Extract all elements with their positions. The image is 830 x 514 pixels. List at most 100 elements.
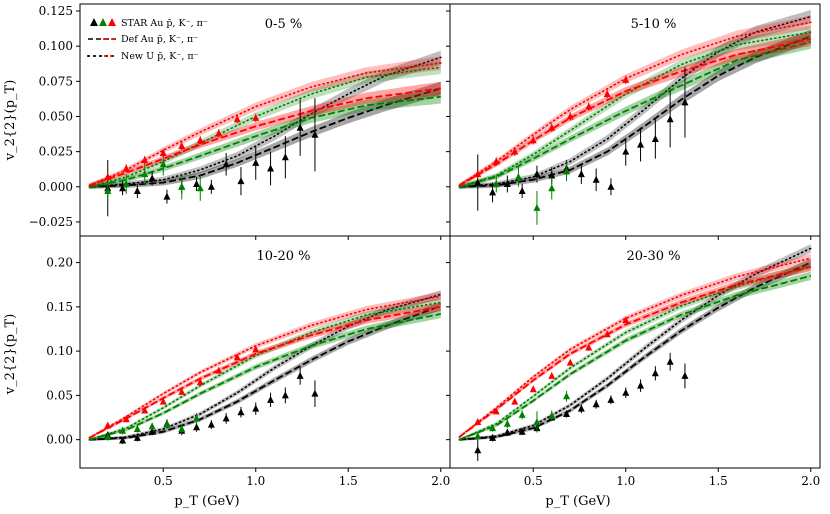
panel-2: 0.5 1.0 1.5 2.0 0.00 0.05 0.10 0.15 0.20 10-20 % [46,235,451,488]
y-tick-label: 0.100 [39,39,73,53]
point-pion [141,156,149,164]
line-def-pion [89,87,441,187]
point-pbar [163,192,171,200]
point-pion [215,366,223,374]
line-newu-kaon [88,301,442,441]
point-kaon [119,426,127,434]
y-tick-label: 0.00 [46,433,73,447]
point-pion [548,371,556,379]
point-pbar [607,182,615,190]
point-kaon [563,392,571,400]
point-kaon [193,414,201,422]
point-pbar [207,182,215,190]
band-newu-kaon [89,60,441,189]
band-def-pbar [89,301,441,441]
legend: STAR Au p̄, K⁻, π⁻ Def Au p̄, K⁻, π⁻ New… [87,18,208,62]
plot-area [458,244,812,461]
legend-marker-pbar [90,18,98,26]
line-newu-pion [458,21,812,187]
point-pion [548,123,556,131]
band-def-pion [89,302,441,440]
point-pbar [503,428,511,436]
band-def-kaon [459,271,811,441]
y-tick-label: 0.050 [39,109,73,123]
point-pbar [296,123,304,131]
point-pbar [622,388,630,396]
point-pbar [133,187,141,195]
point-pbar [637,140,645,148]
point-kaon [178,425,186,433]
line-newu-pion [458,257,812,438]
x-axis-label-right: p_T (GeV) [545,494,610,509]
point-pbar [474,178,482,186]
point-pion [492,407,500,415]
point-pbar [681,371,689,379]
line-newu-pion [88,62,442,187]
point-kaon [533,203,541,211]
band-newu-pbar [459,244,811,441]
line-def-kaon [89,95,441,188]
point-kaon [104,433,112,441]
point-kaon [196,184,204,192]
band-newu-pion [89,56,441,188]
panel-title: 10-20 % [257,249,311,264]
line-def-kaon [89,313,441,441]
point-pbar [267,164,275,172]
legend-label-newu: New U p̄, K⁻, π⁻ [121,51,199,62]
band-def-pion [459,32,811,188]
point-pbar [489,433,497,441]
y-tick-label: 0.20 [46,256,73,270]
point-pion [529,385,537,393]
point-kaon [148,422,156,430]
point-pion [585,343,593,351]
panel-1: 5-10 % [446,3,821,240]
line-newu-kaon [88,66,442,188]
y-tick-label: 0.025 [39,145,73,159]
point-pion [603,330,611,338]
point-pion [511,147,519,155]
line-def-pion [88,305,441,439]
point-pbar [281,153,289,161]
legend-entry-newu: New U p̄, K⁻, π⁻ [87,51,199,62]
x-axis-label-left: p_T (GeV) [174,494,239,509]
y-tick-label: −0.025 [29,215,73,229]
point-pbar [237,408,245,416]
legend-entry-star: STAR Au p̄, K⁻, π⁻ [90,18,208,29]
point-pbar [133,433,141,441]
point-pion [585,102,593,110]
point-pion [178,142,186,150]
point-pion [252,345,260,353]
panel-3: 0.5 1.0 1.5 2.0 20-30 % [446,235,821,488]
point-pbar [207,420,215,428]
line-newu-pbar [88,56,442,188]
plot-area [458,9,812,225]
point-pbar [193,179,201,187]
point-pion [252,113,260,121]
x-tick-label: 1.5 [339,474,358,488]
point-pbar [148,174,156,182]
point-pion [492,157,500,165]
point-pbar [252,404,260,412]
panels-group: −0.025 0.000 0.025 0.050 0.075 0.100 0.125 0-5 … [29,3,821,488]
point-pbar [592,175,600,183]
point-pbar [548,171,556,179]
band-newu-kaon [459,25,811,189]
point-pion [159,149,167,157]
point-pbar [296,371,304,379]
point-pion [196,136,204,144]
point-pion [178,387,186,395]
plot-area [88,50,442,217]
x-tick-label: 0.5 [154,474,173,488]
point-pion [603,89,611,97]
point-kaon [548,411,556,419]
point-pbar [489,188,497,196]
point-pbar [607,395,615,403]
point-pbar [681,98,689,106]
line-def-kaon [459,41,812,188]
legend-label-star: STAR Au p̄, K⁻, π⁻ [121,18,208,29]
point-pbar [474,446,482,454]
line-def-pbar [459,261,812,441]
point-kaon [159,160,167,168]
x-tick-label: 1.0 [246,474,265,488]
